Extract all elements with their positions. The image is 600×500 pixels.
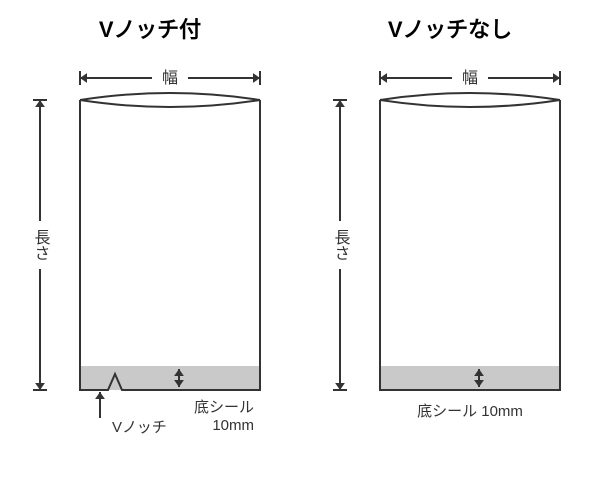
right-title: Vノッチなし	[388, 12, 512, 44]
notch-label: Vノッチ	[112, 419, 167, 436]
left-title: Vノッチ付	[99, 12, 201, 44]
seal-label: 底シール	[194, 399, 254, 416]
length-label: 長さ	[32, 229, 51, 261]
right-diagram: Vノッチなし 幅長さ底シール 10mm	[310, 12, 590, 470]
left-svg: 幅長さ Vノッチ 底シール10mm	[10, 50, 290, 470]
left-diagram: Vノッチ付 幅長さ Vノッチ 底シール10mm	[10, 12, 290, 470]
right-svg: 幅長さ底シール 10mm	[310, 50, 590, 470]
seal-label: 底シール 10mm	[417, 403, 523, 420]
seal-label: 10mm	[212, 417, 254, 434]
width-label: 幅	[462, 69, 478, 87]
length-label: 長さ	[332, 229, 351, 261]
width-label: 幅	[162, 69, 178, 87]
